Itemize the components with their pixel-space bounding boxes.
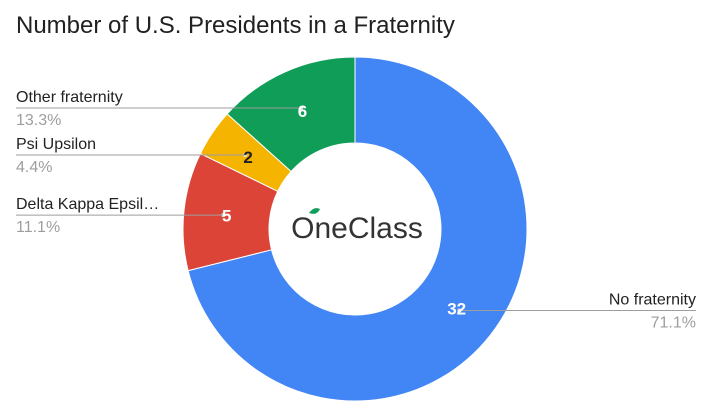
- legend-name-psi-upsilon: Psi Upsilon: [16, 136, 96, 153]
- value-label-psi-upsilon: 2: [243, 148, 252, 167]
- center-logo: OneClass: [291, 208, 423, 245]
- value-label-no-fraternity: 32: [447, 299, 466, 318]
- value-label-other-fraternity: 6: [298, 102, 307, 121]
- logo-leaf-icon: [309, 208, 320, 214]
- logo-text: OneClass: [291, 212, 423, 245]
- chart-title: Number of U.S. Presidents in a Fraternit…: [16, 12, 455, 39]
- legend-name-no-fraternity: No fraternity: [609, 292, 696, 309]
- legend-name-other-fraternity: Other fraternity: [16, 89, 123, 106]
- legend-percent-other-fraternity: 13.3%: [16, 112, 61, 129]
- value-label-delta-kappa-epsil: 5: [222, 207, 231, 226]
- legend-percent-psi-upsilon: 4.4%: [16, 159, 52, 176]
- slice-no-fraternity[interactable]: [187, 56, 528, 402]
- legend-name-delta-kappa-epsil: Delta Kappa Epsil…: [16, 196, 159, 213]
- legend-percent-no-fraternity: 71.1%: [651, 315, 696, 332]
- legend-percent-delta-kappa-epsil: 11.1%: [16, 219, 60, 236]
- slice-other-fraternity[interactable]: [226, 56, 356, 173]
